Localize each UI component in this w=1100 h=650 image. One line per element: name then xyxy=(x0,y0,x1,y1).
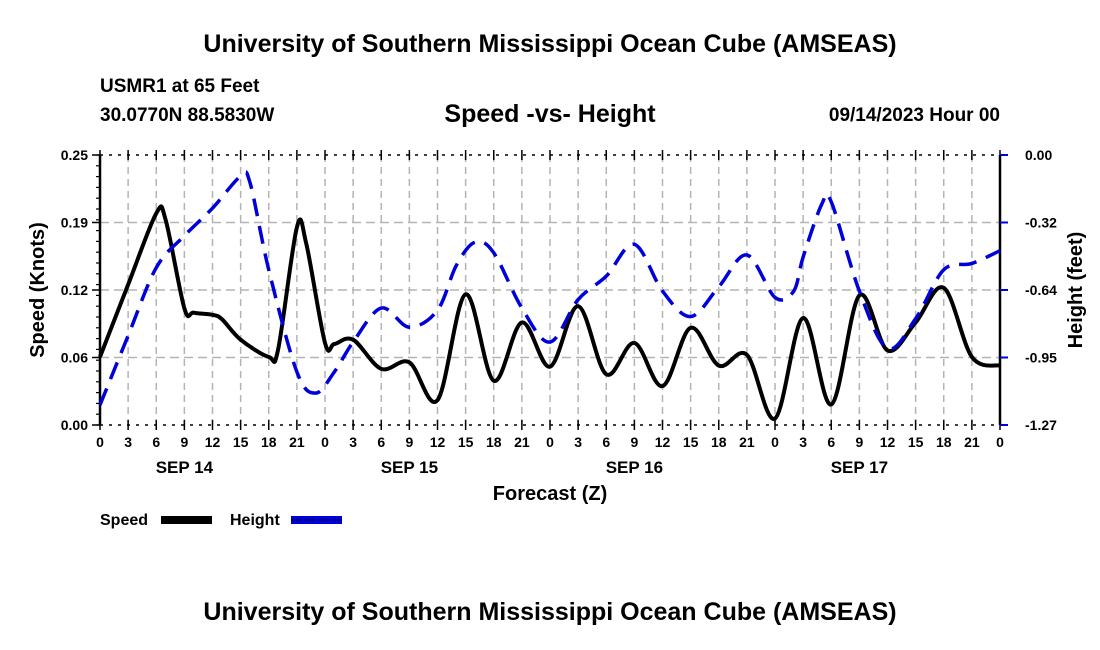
coordinates-label: 30.0770N 88.5830W xyxy=(100,105,275,126)
date-label: SEP 14 xyxy=(156,458,214,477)
x-tick-label: 21 xyxy=(964,434,980,450)
x-tick-label: 6 xyxy=(602,434,610,450)
y2-tick-label: -0.64 xyxy=(1025,282,1057,298)
x-tick-label: 0 xyxy=(96,434,104,450)
legend-label-height: Height xyxy=(230,512,280,529)
legend-swatch-height xyxy=(291,516,342,524)
footer-title: University of Southern Mississippi Ocean… xyxy=(203,598,897,626)
axes xyxy=(92,150,1008,430)
x-tick-label: 0 xyxy=(546,434,554,450)
x-tick-label: 0 xyxy=(771,434,779,450)
x-tick-label: 15 xyxy=(908,434,924,450)
x-tick-label: 12 xyxy=(205,434,221,450)
y-axis-title: Speed (Knots) xyxy=(27,222,49,358)
x-tick-label: 3 xyxy=(124,434,132,450)
x-tick-label: 15 xyxy=(233,434,249,450)
y-tick-label: 0.19 xyxy=(61,215,88,231)
x-axis-title: Forecast (Z) xyxy=(493,483,607,505)
series-line-height xyxy=(98,170,1001,406)
forecast-datetime: 09/14/2023 Hour 00 xyxy=(828,105,1000,126)
y2-tick-label: -0.95 xyxy=(1025,350,1057,366)
x-tick-label: 9 xyxy=(405,434,413,450)
y2-tick-label: -0.32 xyxy=(1025,215,1057,231)
y-tick-label: 0.12 xyxy=(61,282,88,298)
x-tick-label: 3 xyxy=(349,434,357,450)
page-title: University of Southern Mississippi Ocean… xyxy=(203,30,897,58)
x-tick-label: 0 xyxy=(996,434,1004,450)
x-tick-label: 6 xyxy=(377,434,385,450)
series-lines xyxy=(98,170,1001,421)
x-tick-label: 6 xyxy=(827,434,835,450)
x-tick-label: 3 xyxy=(574,434,582,450)
x-tick-label: 12 xyxy=(430,434,446,450)
chart-subtitle: Speed -vs- Height xyxy=(444,100,656,128)
date-label: SEP 15 xyxy=(381,458,438,477)
x-tick-label: 18 xyxy=(261,434,277,450)
x-tick-label: 9 xyxy=(855,434,863,450)
y2-axis-title: Height (feet) xyxy=(1065,232,1087,349)
date-label: SEP 16 xyxy=(606,458,663,477)
x-tick-label: 15 xyxy=(458,434,474,450)
y2-tick-label: -1.27 xyxy=(1025,417,1057,433)
tick-labels: 0 3 6 9 12 15 18 21 0 3 6 9 12 15 18 21 0 3 6 9 12 15 18 21 0 3 6 9… xyxy=(61,147,1057,477)
grid-lines xyxy=(100,155,1000,425)
y-tick-label: 0.25 xyxy=(61,147,88,163)
x-tick-label: 18 xyxy=(936,434,952,450)
x-tick-label: 9 xyxy=(630,434,638,450)
station-label: USMR1 at 65 Feet xyxy=(100,76,260,97)
x-tick-label: 12 xyxy=(655,434,671,450)
legend-swatch-speed xyxy=(161,516,212,524)
y-tick-label: 0.00 xyxy=(61,417,88,433)
x-tick-label: 21 xyxy=(289,434,305,450)
x-tick-label: 3 xyxy=(799,434,807,450)
legend: Speed Height xyxy=(100,512,342,529)
date-label: SEP 17 xyxy=(831,458,888,477)
x-tick-label: 18 xyxy=(486,434,502,450)
x-tick-label: 18 xyxy=(711,434,727,450)
y-tick-label: 0.06 xyxy=(61,350,88,366)
x-tick-label: 9 xyxy=(180,434,188,450)
x-tick-label: 12 xyxy=(880,434,896,450)
x-tick-label: 6 xyxy=(152,434,160,450)
x-tick-label: 21 xyxy=(514,434,530,450)
y2-tick-label: 0.00 xyxy=(1025,147,1052,163)
x-tick-label: 21 xyxy=(739,434,755,450)
x-tick-label: 15 xyxy=(683,434,699,450)
legend-label-speed: Speed xyxy=(100,512,148,529)
series-line-speed xyxy=(98,204,1001,421)
x-tick-label: 0 xyxy=(321,434,329,450)
